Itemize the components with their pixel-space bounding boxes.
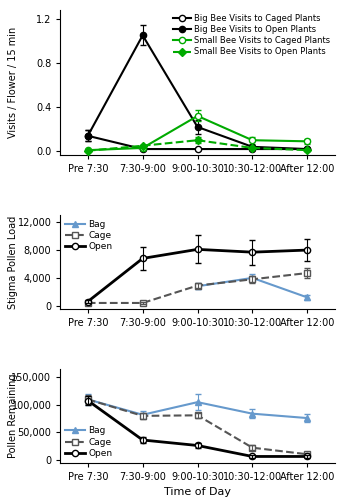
- Y-axis label: Pollen Remaining: Pollen Remaining: [8, 374, 18, 458]
- Y-axis label: Visits / Flower / 15 min: Visits / Flower / 15 min: [8, 26, 18, 138]
- X-axis label: Time of Day: Time of Day: [164, 487, 231, 497]
- Y-axis label: Stigma Pollen Load: Stigma Pollen Load: [8, 216, 18, 308]
- Legend: Bag, Cage, Open: Bag, Cage, Open: [65, 426, 112, 458]
- Legend: Bag, Cage, Open: Bag, Cage, Open: [65, 220, 112, 252]
- Legend: Big Bee Visits to Caged Plants, Big Bee Visits to Open Plants, Small Bee Visits : Big Bee Visits to Caged Plants, Big Bee …: [173, 14, 331, 56]
